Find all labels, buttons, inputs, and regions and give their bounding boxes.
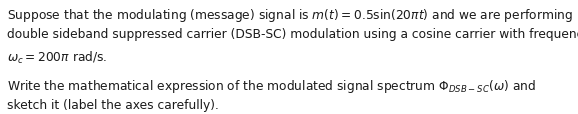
Text: sketch it (label the axes carefully).: sketch it (label the axes carefully). <box>7 98 219 111</box>
Text: double sideband suppressed carrier (DSB-SC) modulation using a cosine carrier wi: double sideband suppressed carrier (DSB-… <box>7 28 578 41</box>
Text: $\omega_c = 200\pi$ rad/s.: $\omega_c = 200\pi$ rad/s. <box>7 49 108 65</box>
Text: Write the mathematical expression of the modulated signal spectrum $\Phi_{DSB-SC: Write the mathematical expression of the… <box>7 77 536 94</box>
Text: Suppose that the modulating (message) signal is $m(t) = 0.5\mathrm{sin}(20\pi t): Suppose that the modulating (message) si… <box>7 7 573 24</box>
